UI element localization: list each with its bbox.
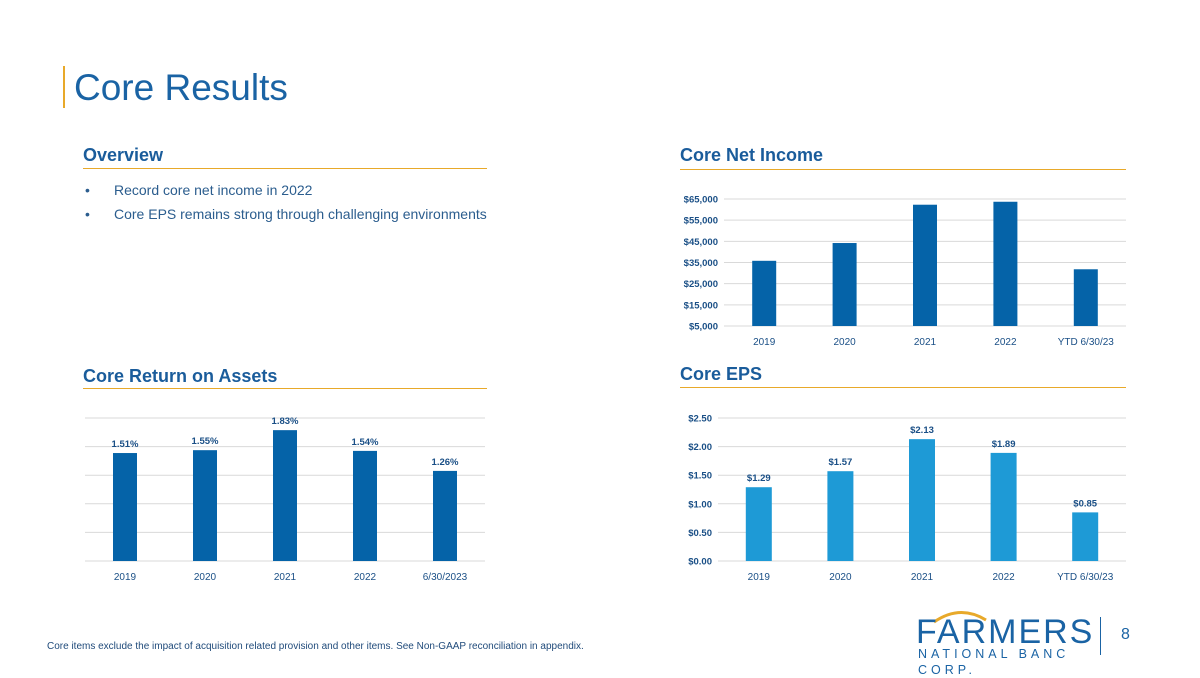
- x-tick-label: 2019: [753, 337, 776, 348]
- x-tick-label: YTD 6/30/23: [1058, 337, 1115, 348]
- bar-2021: [913, 204, 937, 326]
- data-label: $1.29: [747, 473, 771, 484]
- overview-divider: [83, 168, 487, 169]
- x-tick-label: 2020: [829, 572, 852, 583]
- page-number-divider: [1100, 617, 1101, 655]
- y-tick-label: $2.50: [688, 414, 712, 425]
- bar-2020: [832, 243, 857, 326]
- core-roa-heading: Core Return on Assets: [83, 366, 278, 386]
- y-tick-label: $5,000: [689, 322, 718, 333]
- core-net-income-chart: $5,000 $15,000 $25,000 $35,000 $45,000 $55,00…: [684, 195, 1126, 348]
- bullet-text: Record core net income in 2022: [114, 182, 313, 198]
- core-roa-divider: [83, 388, 487, 389]
- data-label: $2.13: [910, 425, 934, 436]
- overview-heading: Overview: [83, 145, 164, 165]
- core-eps-divider: [680, 387, 1126, 388]
- bullet-item: • Core EPS remains strong through challe…: [85, 204, 487, 228]
- logo-arc-icon: [933, 611, 987, 624]
- bar-2021: [909, 439, 935, 561]
- bar-2019: [752, 260, 777, 326]
- logo-subtitle: NATIONAL BANC CORP.: [918, 647, 1070, 677]
- footnote: Core items exclude the impact of acquisi…: [47, 641, 584, 652]
- bullet-text: Core EPS remains strong through challeng…: [114, 206, 487, 222]
- y-tick-label: $35,000: [684, 258, 718, 269]
- data-label: 1.26%: [432, 457, 459, 468]
- bullet-item: • Record core net income in 2022: [85, 180, 487, 204]
- x-tick-label: YTD 6/30/23: [1057, 572, 1114, 583]
- bar-2019: [745, 487, 772, 561]
- title-accent-bar: [63, 66, 65, 108]
- bar-2020: [827, 471, 854, 561]
- y-tick-label: $2.00: [688, 442, 712, 453]
- x-tick-label: 2020: [194, 572, 217, 583]
- bar-2022: [993, 201, 1018, 326]
- bar-ytd-6-30-23: [1072, 512, 1099, 561]
- core-eps-heading: Core EPS: [680, 364, 763, 384]
- bar-2019: [113, 453, 137, 561]
- y-tick-label: $25,000: [684, 279, 718, 290]
- bar-ytd-6-30-23: [1073, 269, 1098, 326]
- x-tick-label: 2022: [354, 572, 377, 583]
- x-tick-label: 2021: [274, 572, 297, 583]
- data-label: $1.57: [829, 457, 853, 468]
- core-net-income-heading: Core Net Income: [680, 145, 824, 165]
- x-tick-label: 6/30/2023: [423, 572, 468, 583]
- x-tick-label: 2021: [911, 572, 934, 583]
- data-label: 1.55%: [192, 436, 219, 447]
- bar-2022: [990, 452, 1017, 561]
- y-tick-label: $45,000: [684, 237, 718, 248]
- bullet-dot-icon: •: [85, 182, 90, 198]
- core-roa-chart: 2019 1.51% 2020 1.55% 2021 1.83% 2022 1.54% 6/30…: [85, 416, 485, 583]
- data-label: $0.85: [1073, 498, 1097, 509]
- data-label: 1.54%: [352, 437, 379, 448]
- y-tick-label: $0.00: [688, 557, 712, 568]
- x-tick-label: 2020: [833, 337, 856, 348]
- y-tick-label: $55,000: [684, 216, 718, 227]
- y-tick-label: $15,000: [684, 300, 718, 311]
- x-tick-label: 2019: [748, 572, 771, 583]
- y-tick-label: $65,000: [684, 195, 718, 206]
- y-tick-label: $0.50: [688, 528, 712, 539]
- y-tick-label: $1.00: [688, 499, 712, 510]
- bar-6-30-2023: [433, 470, 457, 561]
- page-title: Core Results: [74, 67, 288, 108]
- x-tick-label: 2021: [914, 337, 937, 348]
- farmers-logo: FARMERS NATIONAL BANC CORP.: [916, 611, 1096, 677]
- data-label: 1.51%: [112, 439, 139, 450]
- bar-2021: [273, 430, 297, 561]
- overview-bullet-list: • Record core net income in 2022 • Core …: [85, 180, 487, 228]
- logo-wordmark: FARMERS: [916, 613, 1095, 651]
- page-number: 8: [1121, 626, 1130, 643]
- x-tick-label: 2019: [114, 572, 137, 583]
- data-label: $1.89: [992, 439, 1016, 450]
- bullet-dot-icon: •: [85, 206, 90, 222]
- data-label: 1.83%: [272, 416, 299, 427]
- y-tick-label: $1.50: [688, 471, 712, 482]
- core-net-income-divider: [680, 169, 1126, 170]
- bar-2020: [193, 450, 217, 561]
- core-eps-chart: $0.00 $0.50 $1.00 $1.50 $2.00 $2.50 2019 $1.29 2…: [688, 414, 1126, 583]
- x-tick-label: 2022: [992, 572, 1015, 583]
- bar-2022: [353, 450, 377, 561]
- x-tick-label: 2022: [994, 337, 1017, 348]
